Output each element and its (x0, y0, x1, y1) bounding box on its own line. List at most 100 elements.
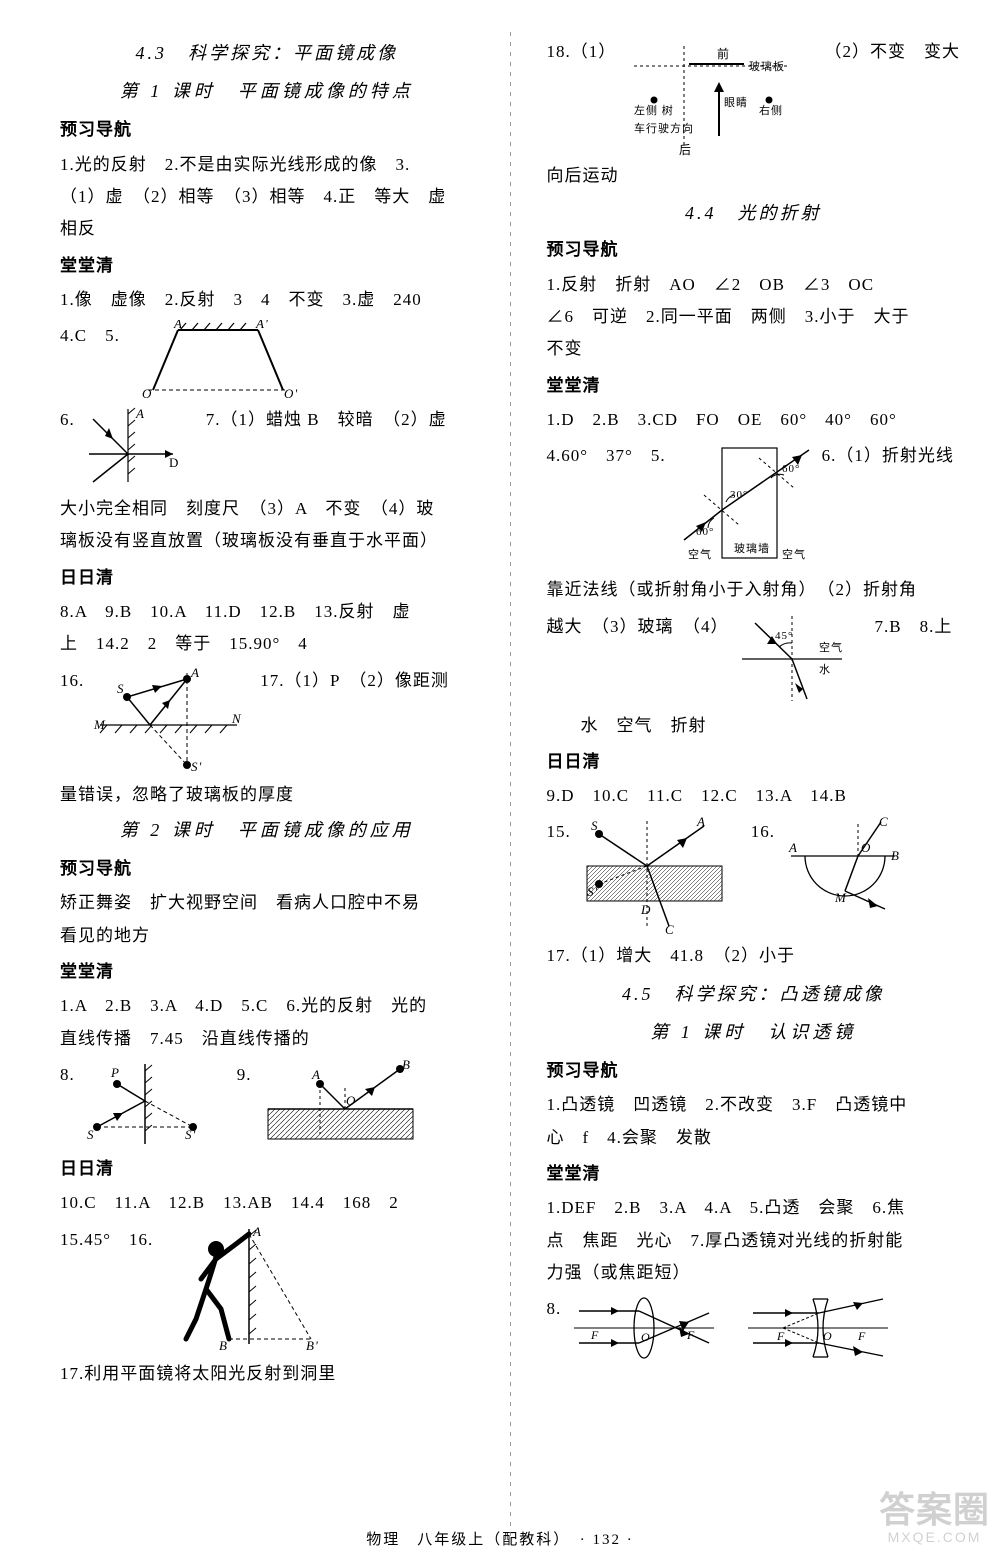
label-P: P (110, 1065, 120, 1080)
text-inline: 16. (60, 665, 84, 697)
text-line: 1.D 2.B 3.CD FO OE 60° 40° 60° (547, 404, 961, 436)
heading-yuxi-r1: 预习导航 (547, 234, 961, 266)
label-S: S (87, 1127, 95, 1142)
figure-q18: 前 玻璃板 左侧 树 眼睛 右侧 车行驶方向 后 (624, 36, 799, 156)
heading-tangtangqing-1: 堂堂清 (60, 250, 474, 282)
text-inline: 6. (60, 404, 75, 436)
figure-q6: A D (83, 404, 178, 489)
label-A: A (135, 406, 145, 421)
text-line: 看见的地方 (60, 920, 474, 952)
label-30: 30° (730, 489, 748, 501)
text-line: 1.反射 折射 AO ∠2 OB ∠3 OC (547, 269, 961, 301)
text-inline: 越大 （3）玻璃 （4） (547, 611, 729, 643)
row-q4-5: 4.C 5. A A' O O' (60, 320, 474, 400)
label-air: 空气 (819, 640, 843, 654)
row-q8-9: 8. P S S' 9. A (60, 1059, 474, 1149)
figure-rq8-convex: F O F (569, 1293, 719, 1363)
watermark-small: MXQE.COM (879, 1530, 990, 1545)
text-line: 1.凸透镜 凹透镜 2.不改变 3.F 凸透镜中 (547, 1089, 961, 1121)
figure-q16-dancer: A B B' (161, 1224, 321, 1354)
label-B: B (891, 848, 900, 863)
figure-q8: P S S' (83, 1059, 203, 1149)
label-Sprime: S' (185, 1127, 196, 1142)
watermark: 答案圈 MXQE.COM (879, 1490, 990, 1545)
label-F2: F (686, 1328, 695, 1342)
text-inline: 8. (60, 1059, 75, 1091)
row-rq4-6: 4.60° 37° 5. 30° 60° 60° 玻璃墙 空气 空气 6.（1）… (547, 440, 961, 570)
lesson-1-title: 第 1 课时 平面镜成像的特点 (60, 74, 474, 108)
text-line: 靠近法线（或折射角小于入射角） （2）折射角 (547, 574, 961, 606)
label-N: N (231, 711, 242, 726)
label-F1: F (590, 1328, 599, 1342)
text-line: 10.C 11.A 12.B 13.AB 14.4 168 2 (60, 1187, 474, 1219)
text-inline: 15.45° 16. (60, 1224, 153, 1256)
label-air2: 空气 (782, 547, 806, 561)
label-B: B (402, 1059, 411, 1072)
heading-ririqing-r1: 日日清 (547, 746, 961, 778)
label-C: C (879, 816, 889, 829)
label-rtree: 右侧 (759, 103, 783, 117)
text-line: 8.A 9.B 10.A 11.D 12.B 13.反射 虚 (60, 596, 474, 628)
text-line: 1.光的反射 2.不是由实际光线形成的像 3. (60, 149, 474, 181)
section-4-5-title: 4.5 科学探究：凸透镜成像 (547, 977, 961, 1011)
label-A: A (190, 665, 200, 680)
label-M: M (834, 890, 847, 905)
text-inline: 15. (547, 816, 571, 848)
text-line: 17.利用平面镜将太阳光反射到洞里 (60, 1358, 474, 1390)
text-inline: 7.B 8.上 (875, 611, 953, 643)
left-column: 4.3 科学探究：平面镜成像 第 1 课时 平面镜成像的特点 预习导航 1.光的… (60, 32, 474, 1541)
text-line: 向后运动 (547, 160, 961, 192)
text-line: 水 空气 折射 (547, 710, 961, 742)
label-60l: 60° (696, 526, 714, 538)
label-A: A (173, 320, 183, 331)
text-line: （1）虚 （2）相等 （3）相等 4.正 等大 虚 (60, 181, 474, 213)
heading-tangtangqing-r2: 堂堂清 (547, 1158, 961, 1190)
page-footer: 物理 八年级上（配教科） · 132 · (0, 1528, 1000, 1549)
text-line: 不变 (547, 333, 961, 365)
lesson-45-1: 第 1 课时 认识透镜 (547, 1015, 961, 1049)
row-q16-17: 16. M N S A S' 17.（1）P （2）像距测 (60, 665, 474, 775)
text-inline: 6.（1）折射光线 (822, 440, 954, 472)
text-line: 矫正舞姿 扩大视野空间 看病人口腔中不易 (60, 887, 474, 919)
row-q6-7: 6. A D 7.（1）蜡烛 B 较暗 （2）虚 (60, 404, 474, 489)
heading-yuxi-2: 预习导航 (60, 853, 474, 885)
label-back: 后 (679, 143, 692, 156)
text-line: 直线传播 7.45 沿直线传播的 (60, 1023, 474, 1055)
row-rq15-16: 15. S S' A D C 16. A (547, 816, 961, 936)
text-line: 力强（或焦距短） (547, 1257, 961, 1289)
label-O: O (823, 1329, 833, 1343)
row-q18: 18.（1） 前 玻璃板 左侧 树 眼睛 右侧 车行驶方向 后 （2）不变 变大 (547, 36, 961, 156)
text-line: 心 f 4.会聚 发散 (547, 1122, 961, 1154)
heading-ririqing-2: 日日清 (60, 1153, 474, 1185)
label-water: 水 (819, 663, 831, 676)
right-column: 18.（1） 前 玻璃板 左侧 树 眼睛 右侧 车行驶方向 后 （2）不变 变大… (547, 32, 961, 1541)
label-air1: 空气 (688, 547, 712, 561)
label-D: D (169, 455, 178, 470)
text-inline: 18.（1） (547, 36, 617, 68)
text-inline: 7.（1）蜡烛 B 较暗 （2）虚 (206, 404, 447, 436)
label-S: S (591, 818, 599, 833)
label-front: 前 (717, 46, 730, 61)
label-glass: 玻璃板 (749, 59, 785, 73)
row-rq8: 8. F O F F O F (547, 1293, 961, 1363)
label-Sprime: S' (191, 759, 202, 774)
label-O: O (641, 1330, 651, 1344)
figure-q16: M N S A S' (92, 665, 242, 775)
figure-q9: A B O (260, 1059, 420, 1149)
label-F1: F (776, 1329, 785, 1343)
label-Aprime: A' (255, 320, 269, 331)
text-line: ∠6 可逆 2.同一平面 两侧 3.小于 大于 (547, 301, 961, 333)
label-M: M (93, 717, 106, 732)
label-O: O (346, 1093, 356, 1108)
figure-rq4: 45° 空气 水 (737, 611, 847, 706)
label-F2: F (857, 1329, 866, 1343)
label-O: O (142, 386, 152, 400)
text-line: 上 14.2 2 等于 15.90° 4 (60, 628, 474, 660)
heading-yuxi-r2: 预习导航 (547, 1055, 961, 1087)
row-q15-16: 15.45° 16. A B B' (60, 1224, 474, 1354)
label-B: B (219, 1338, 228, 1353)
figure-rq8-concave: F O F (743, 1293, 893, 1363)
figure-rq16: A B C O M (783, 816, 903, 916)
text-inline: （2）不变 变大 (825, 36, 961, 68)
row-rq4b: 越大 （3）玻璃 （4） 45° 空气 水 7.B 8.上 (547, 611, 961, 706)
